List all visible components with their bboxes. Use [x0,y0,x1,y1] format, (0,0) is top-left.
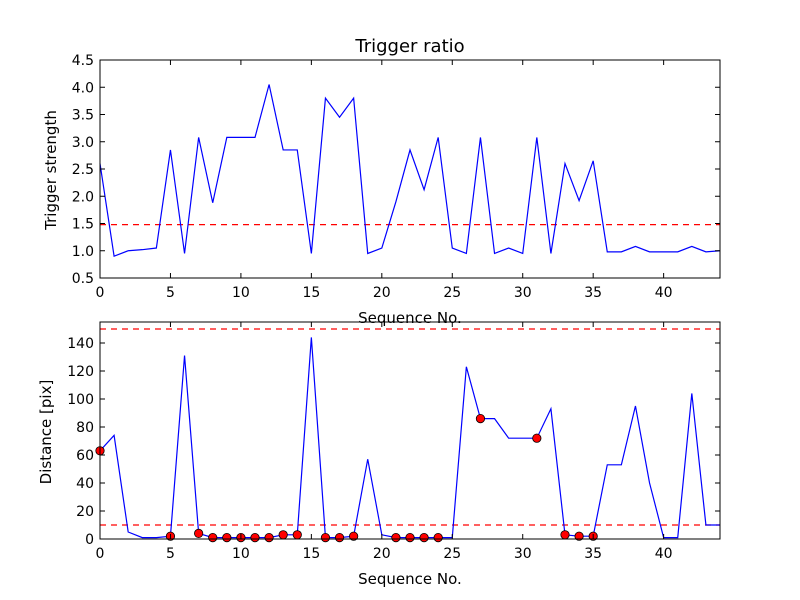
plot-area: 0 5 10 15 20 25 30 35 40 0.5 1.0 1.5 2.0 2.5 3.0 3.5 4.0… [72,53,721,301]
x-tick-label: 25 [443,546,461,562]
y-tick-label: 100 [67,392,94,408]
x-tick-label: 20 [373,285,391,301]
y-tick-label: 1.0 [72,244,94,260]
data-marker [250,532,260,543]
data-marker [278,530,288,540]
series-line [99,84,721,258]
x-tick-label: 15 [302,546,320,562]
x-tick-label: 0 [96,546,105,562]
x-tick-label: 40 [655,546,673,562]
x-tick-label: 10 [232,546,250,562]
x-tick-label: 30 [514,546,532,562]
x-tick-label: 40 [655,285,673,301]
x-tick-label: 15 [302,285,320,301]
y-tick-label: 2.0 [72,189,94,205]
x-tick-label: 30 [514,285,532,301]
y-tick-label: 1.5 [72,217,94,233]
y-tick-label: 60 [76,448,94,464]
data-marker [334,532,345,543]
chart-title: Trigger ratio [354,36,464,57]
data-marker [419,532,429,543]
x-tick-label: 5 [166,285,175,301]
x-tick-label: 10 [232,285,250,301]
y-tick-label: 2.5 [72,162,94,178]
y-tick-label: 3.0 [72,135,94,151]
y-tick-label: 0.5 [72,271,94,287]
distance-chart: 0 5 10 15 20 25 30 35 40 0 20 40 60 80 100 120 140 Seque… [37,321,721,588]
plot-frame [99,321,721,540]
data-marker [222,532,232,543]
y-tick-label: 4.0 [72,80,94,96]
y-tick-label: 3.5 [72,108,94,124]
x-tick-label: 35 [584,546,602,562]
y-tick-label: 80 [76,420,94,436]
data-marker [560,530,570,540]
data-marker [194,528,204,539]
y-tick-label: 4.5 [72,53,94,69]
y-tick-label: 140 [67,336,94,352]
data-marker [349,531,359,541]
x-tick-label: 5 [166,546,175,562]
y-tick-label: 40 [76,476,94,492]
x-tick-label: 0 [96,285,105,301]
x-tick-label: 20 [373,546,391,562]
plot-area: 0 5 10 15 20 25 30 35 40 0 20 40 60 80 100 120 140 [67,321,721,562]
x-axis-label: Sequence No. [358,309,462,327]
x-tick-label: 25 [443,285,461,301]
data-marker [391,532,401,543]
y-tick-label: 0 [85,532,94,548]
data-marker [475,413,486,424]
x-axis-label: Sequence No. [358,570,462,588]
data-marker [264,532,274,543]
data-marker [405,532,415,543]
data-marker [433,532,443,543]
data-marker [320,532,331,543]
data-marker [574,531,584,541]
y-axis-label: Trigger strength [42,110,60,231]
data-marker [532,433,542,443]
x-tick-label: 35 [584,285,602,301]
y-tick-label: 120 [67,364,94,380]
y-tick-label: 20 [76,504,94,520]
data-marker [292,530,302,540]
y-axis-label: Distance [pix] [37,380,55,485]
data-marker [208,532,218,543]
